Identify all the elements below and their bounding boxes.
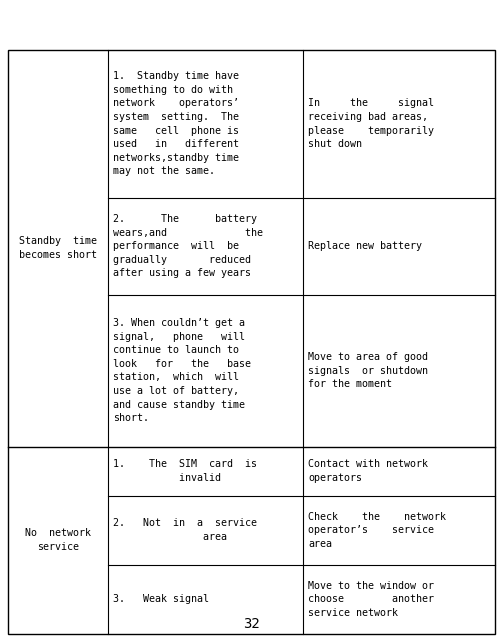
Text: Contact with network
operators: Contact with network operators (308, 459, 428, 483)
Text: 3. When couldn’t get a
signal,   phone   will
continue to launch to
look   for  : 3. When couldn’t get a signal, phone wil… (113, 318, 251, 423)
Text: Move to the window or
choose        another
service network: Move to the window or choose another ser… (308, 581, 434, 618)
Text: 2.   Not  in  a  service
               area: 2. Not in a service area (113, 518, 257, 542)
Text: Move to area of good
signals  or shutdown
for the moment: Move to area of good signals or shutdown… (308, 352, 428, 389)
Text: Replace new battery: Replace new battery (308, 241, 422, 251)
Text: 1.    The  SIM  card  is
           invalid: 1. The SIM card is invalid (113, 459, 257, 483)
Text: In     the     signal
receiving bad areas,
please    temporarily
shut down: In the signal receiving bad areas, pleas… (308, 98, 434, 149)
Text: 32: 32 (243, 617, 260, 631)
Text: Standby  time
becomes short: Standby time becomes short (19, 236, 97, 260)
Text: No  network
service: No network service (25, 528, 91, 552)
Text: Check    the    network
operator’s    service
area: Check the network operator’s service are… (308, 512, 446, 549)
Text: 2.      The      battery
wears,and             the
performance  will  be
gradual: 2. The battery wears,and the performance… (113, 214, 263, 279)
Text: 3.   Weak signal: 3. Weak signal (113, 594, 209, 604)
Text: 1.  Standby time have
something to do with
network    operators’
system  setting: 1. Standby time have something to do wit… (113, 71, 239, 177)
